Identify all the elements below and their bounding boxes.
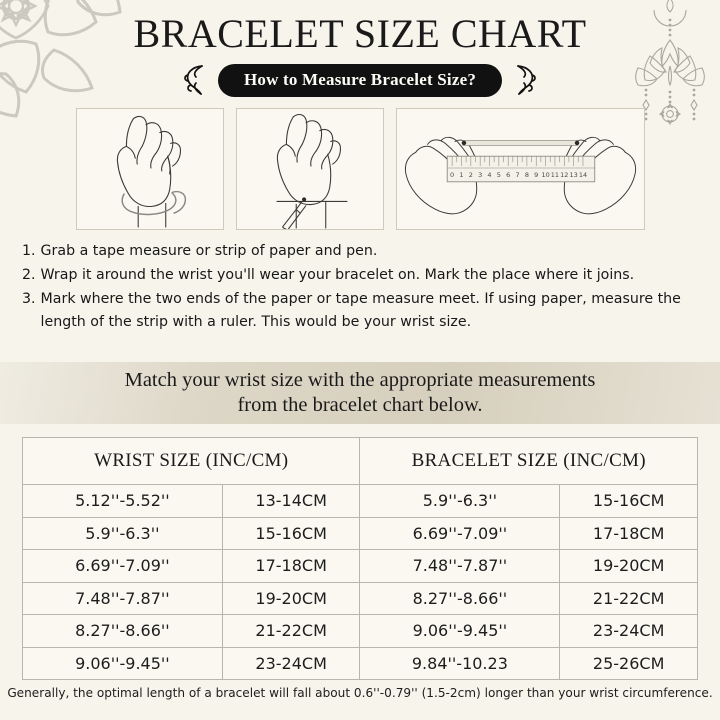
cell-bracelet-inch: 9.06''-9.45''	[359, 614, 561, 648]
list-item: 3. Mark where the two ends of the paper …	[22, 288, 702, 334]
svg-text:4: 4	[487, 171, 491, 179]
banner-line-1: Match your wrist size with the appropria…	[124, 369, 596, 391]
illustration-panels: 0 1 2 3 4 5 6 7 8 9 10 11 12 13 14	[0, 108, 720, 231]
measure-steps-list: 1. Grab a tape measure or strip of paper…	[22, 240, 702, 336]
cell-bracelet-inch: 5.9''-6.3''	[359, 484, 561, 518]
svg-text:0: 0	[450, 171, 454, 179]
svg-text:7: 7	[515, 171, 519, 179]
ruler-tick-labels: 0 1 2 3 4 5 6 7 8 9 10 11 12 13 14	[450, 171, 587, 179]
illustration-panel-3: 0 1 2 3 4 5 6 7 8 9 10 11 12 13 14	[395, 108, 645, 230]
cell-wrist-inch: 5.9''-6.3''	[22, 516, 223, 550]
table-row: 8.27''-8.66'' 21-22CM 9.06''-9.45'' 23-2…	[22, 614, 698, 648]
cell-bracelet-inch: 8.27''-8.66''	[359, 581, 561, 615]
column-header-bracelet-size: BRACELET SIZE (INC/CM)	[359, 437, 698, 485]
flourish-left-icon	[184, 65, 203, 95]
cell-bracelet-cm: 25-26CM	[559, 646, 698, 680]
match-wrist-size-banner: Match your wrist size with the appropria…	[0, 362, 720, 424]
svg-text:6: 6	[506, 171, 510, 179]
step-text: Grab a tape measure or strip of paper an…	[40, 243, 378, 259]
list-item: 2. Wrap it around the wrist you'll wear …	[22, 264, 702, 287]
cell-wrist-inch: 6.69''-7.09''	[22, 549, 223, 583]
page-title: BRACELET SIZE CHART	[133, 11, 587, 56]
ruler-minor-ticks	[455, 156, 579, 163]
step-number: 2.	[22, 267, 36, 284]
svg-text:10: 10	[541, 171, 549, 179]
cell-wrist-cm: 13-14CM	[221, 484, 361, 518]
cell-bracelet-cm: 19-20CM	[559, 549, 698, 583]
table-row: 5.9''-6.3'' 15-16CM 6.69''-7.09'' 17-18C…	[22, 516, 698, 550]
list-item: 1. Grab a tape measure or strip of paper…	[22, 240, 702, 263]
svg-text:11: 11	[550, 171, 558, 179]
cell-wrist-inch: 8.27''-8.66''	[22, 614, 223, 648]
footnote-text: Generally, the optimal length of a brace…	[7, 686, 713, 700]
cell-wrist-inch: 7.48''-7.87''	[22, 581, 223, 615]
badge-row: How to Measure Bracelet Size?	[0, 63, 720, 97]
svg-text:12: 12	[560, 171, 568, 179]
step-number: 1.	[22, 243, 36, 259]
cell-bracelet-inch: 7.48''-7.87''	[359, 549, 561, 583]
svg-text:3: 3	[478, 171, 482, 179]
table-header-row: WRIST SIZE (INC/CM) BRACELET SIZE (INC/C…	[21, 437, 698, 485]
svg-text:8: 8	[524, 171, 528, 179]
illustration-panel-1	[75, 108, 224, 230]
column-header-wrist-size: WRIST SIZE (INC/CM)	[21, 437, 361, 485]
ruler-major-ticks	[451, 156, 583, 167]
svg-text:13: 13	[569, 171, 577, 179]
cell-wrist-cm: 17-18CM	[221, 549, 361, 583]
svg-text:2: 2	[468, 171, 472, 179]
cell-bracelet-inch: 9.84''-10.23	[359, 646, 561, 680]
cell-bracelet-inch: 6.69''-7.09''	[359, 516, 561, 550]
svg-text:5: 5	[496, 171, 500, 179]
step-text: Wrap it around the wrist you'll wear you…	[40, 267, 635, 284]
cell-wrist-cm: 19-20CM	[221, 581, 361, 615]
svg-text:9: 9	[534, 171, 538, 179]
cell-wrist-cm: 15-16CM	[221, 516, 361, 550]
cell-wrist-cm: 23-24CM	[221, 646, 361, 680]
table-row: 5.12''-5.52'' 13-14CM 5.9''-6.3'' 15-16C…	[22, 484, 698, 518]
hands-measuring-paper-strip-with-ruler-icon: 0 1 2 3 4 5 6 7 8 9 10 11 12 13 14	[404, 136, 636, 215]
hand-fist-with-tape-measure-icon	[116, 115, 186, 228]
cell-bracelet-cm: 15-16CM	[559, 484, 698, 518]
cell-bracelet-cm: 17-18CM	[559, 516, 698, 550]
table-row: 7.48''-7.87'' 19-20CM 8.27''-8.66'' 21-2…	[22, 581, 698, 615]
table-row: 9.06''-9.45'' 23-24CM 9.84''-10.23 25-26…	[22, 646, 698, 680]
cell-bracelet-cm: 21-22CM	[559, 581, 698, 615]
size-chart-table: WRIST SIZE (INC/CM) BRACELET SIZE (INC/C…	[21, 437, 698, 680]
cell-wrist-cm: 21-22CM	[221, 614, 361, 648]
banner-line-2: from the bracelet chart below.	[237, 394, 483, 416]
flourish-right-icon	[517, 65, 536, 95]
illustration-panel-2	[235, 108, 384, 231]
svg-text:14: 14	[578, 171, 586, 179]
cell-wrist-inch: 9.06''-9.45''	[22, 646, 223, 680]
cell-wrist-inch: 5.12''-5.52''	[22, 484, 223, 518]
table-row: 6.69''-7.09'' 17-18CM 7.48''-7.87'' 19-2…	[22, 549, 698, 583]
hand-marking-wrist-with-pen-icon	[276, 113, 347, 231]
step-number: 3.	[22, 291, 36, 308]
step-text: Mark where the two ends of the paper or …	[40, 291, 681, 331]
svg-text:1: 1	[459, 171, 463, 179]
cell-bracelet-cm: 23-24CM	[559, 614, 698, 648]
how-to-measure-badge: How to Measure Bracelet Size?	[217, 63, 503, 97]
